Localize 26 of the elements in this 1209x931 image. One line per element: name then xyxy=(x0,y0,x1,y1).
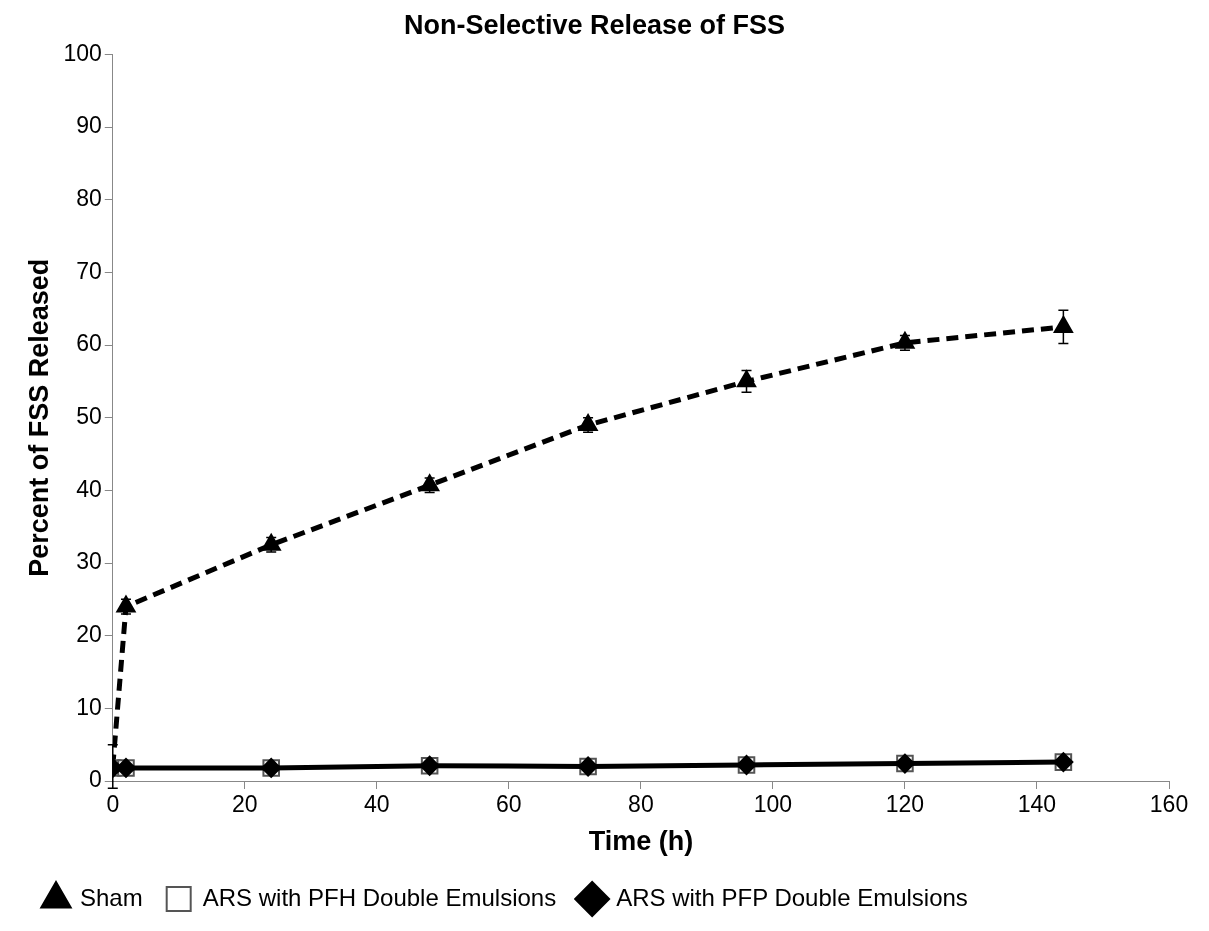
y-tick-label: 70 xyxy=(76,257,102,284)
y-tick-label: 30 xyxy=(76,548,102,575)
y-tick-label: 0 xyxy=(88,766,102,793)
x-tick-label: 80 xyxy=(628,791,654,818)
legend-label: ARS with PFP Double Emulsions xyxy=(616,883,968,911)
x-tick-label: 120 xyxy=(885,791,925,818)
chart-title: Non-Selective Release of FSS xyxy=(403,9,786,40)
y-tick-label: 60 xyxy=(76,330,102,357)
x-tick-label: 20 xyxy=(232,791,258,818)
x-axis-title: Time (h) xyxy=(588,826,694,857)
y-tick-label: 10 xyxy=(76,693,102,720)
x-tick-label: 40 xyxy=(364,791,390,818)
y-tick-label: 80 xyxy=(76,185,102,212)
legend-label: Sham xyxy=(80,883,143,911)
y-tick-label: 100 xyxy=(63,39,102,66)
legend-label: ARS with PFH Double Emulsions xyxy=(202,883,557,911)
x-tick-label: 0 xyxy=(106,791,120,818)
x-tick-label: 140 xyxy=(1017,791,1057,818)
x-tick-label: 160 xyxy=(1149,791,1189,818)
x-tick-label: 100 xyxy=(753,791,793,818)
y-tick-label: 40 xyxy=(76,475,102,502)
y-axis-title: Percent of FSS Released xyxy=(23,258,54,577)
y-tick-label: 50 xyxy=(76,403,102,430)
y-tick-label: 20 xyxy=(76,621,102,648)
y-tick-label: 90 xyxy=(76,112,102,139)
x-tick-label: 60 xyxy=(496,791,522,818)
